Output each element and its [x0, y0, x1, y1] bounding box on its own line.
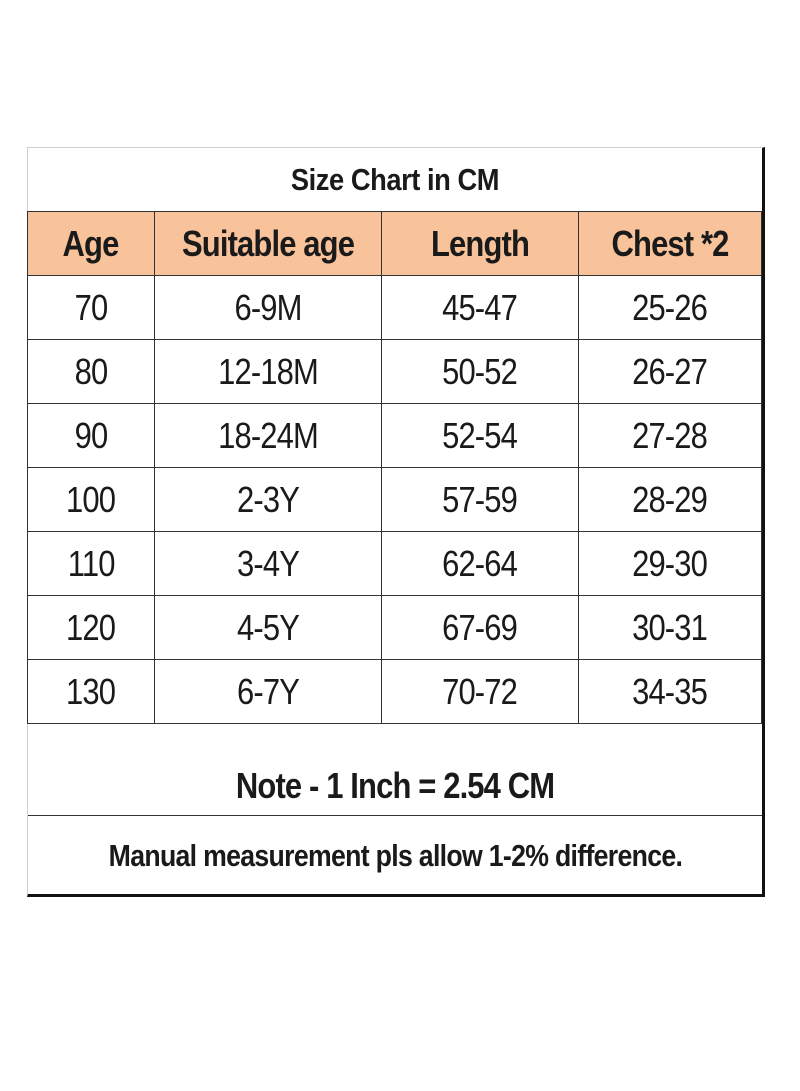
cell-chest: 30-31	[578, 595, 762, 660]
cell-length: 50-52	[381, 339, 579, 404]
cell-length: 67-69	[381, 595, 579, 660]
cell-age: 70	[27, 275, 155, 340]
cell-chest: 27-28	[578, 403, 762, 468]
cell-length: 52-54	[381, 403, 579, 468]
cell-suitable-age: 6-7Y	[154, 659, 382, 724]
conversion-note: Note - 1 Inch = 2.54 CM	[235, 765, 555, 806]
cell-suitable-age: 18-24M	[154, 403, 382, 468]
cell-length: 57-59	[381, 467, 579, 532]
header-age: Age	[27, 211, 155, 276]
cell-suitable-age: 2-3Y	[154, 467, 382, 532]
cell-age: 80	[27, 339, 155, 404]
table-row: 110 3-4Y 62-64 29-30	[27, 531, 762, 596]
cell-chest: 26-27	[578, 339, 762, 404]
cell-chest: 29-30	[578, 531, 762, 596]
cell-chest: 34-35	[578, 659, 762, 724]
footer-row: Manual measurement pls allow 1-2% differ…	[28, 817, 762, 895]
header-length: Length	[381, 211, 579, 276]
cell-length: 45-47	[381, 275, 579, 340]
cell-age: 120	[27, 595, 155, 660]
cell-chest: 28-29	[578, 467, 762, 532]
cell-length: 70-72	[381, 659, 579, 724]
chart-title: Size Chart in CM	[290, 162, 500, 197]
measurement-disclaimer: Manual measurement pls allow 1-2% differ…	[108, 838, 682, 873]
cell-age: 90	[27, 403, 155, 468]
table-row: 90 18-24M 52-54 27-28	[27, 403, 762, 468]
chart-title-row: Size Chart in CM	[72, 148, 718, 212]
cell-length: 62-64	[381, 531, 579, 596]
note-row: Note - 1 Inch = 2.54 CM	[28, 724, 762, 816]
header-chest: Chest *2	[578, 211, 762, 276]
header-suitable-age: Suitable age	[154, 211, 382, 276]
table-row: 120 4-5Y 67-69 30-31	[27, 595, 762, 660]
cell-age: 130	[27, 659, 155, 724]
table-row: 70 6-9M 45-47 25-26	[27, 275, 762, 340]
cell-age: 100	[27, 467, 155, 532]
cell-suitable-age: 12-18M	[154, 339, 382, 404]
header-row: Age Suitable age Length Chest *2	[27, 211, 762, 276]
cell-chest: 25-26	[578, 275, 762, 340]
table-row: 100 2-3Y 57-59 28-29	[27, 467, 762, 532]
table-row: 130 6-7Y 70-72 34-35	[27, 659, 762, 724]
cell-suitable-age: 3-4Y	[154, 531, 382, 596]
cell-age: 110	[27, 531, 155, 596]
size-chart: Size Chart in CM Age Suitable age Length…	[27, 147, 765, 897]
size-table: Age Suitable age Length Chest *2 70 6-9M…	[27, 211, 762, 724]
cell-suitable-age: 4-5Y	[154, 595, 382, 660]
table-row: 80 12-18M 50-52 26-27	[27, 339, 762, 404]
cell-suitable-age: 6-9M	[154, 275, 382, 340]
